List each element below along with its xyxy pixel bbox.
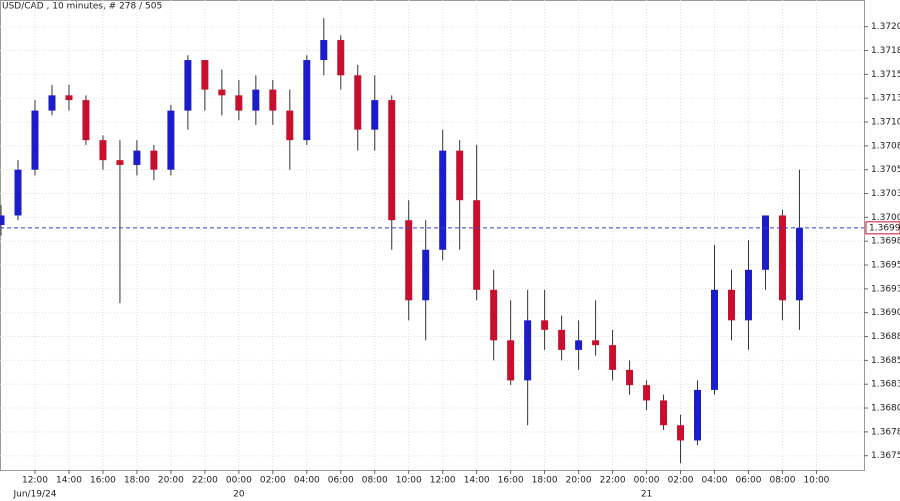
y-tick-label: 1.3683 [871, 380, 900, 390]
candle-body [744, 269, 752, 321]
candle-body [218, 89, 226, 96]
candle-body [711, 289, 719, 390]
candle-body [201, 60, 209, 90]
candle-body [456, 150, 464, 201]
candle-body [235, 95, 243, 111]
plot-frame [0, 0, 865, 471]
x-tick-label: 14:00 [464, 476, 490, 486]
x-tick-label: 12:00 [22, 476, 48, 486]
candle-body [490, 289, 498, 341]
y-tick-label: 1.3680 [871, 404, 900, 414]
y-tick-label: 1.3698 [871, 237, 900, 247]
x-tick-label: 06:00 [736, 476, 762, 486]
y-tick-label: 1.3700 [871, 213, 900, 223]
x-tick-label: 18:00 [532, 476, 558, 486]
candle-body [99, 140, 107, 161]
candle-body [524, 320, 532, 381]
y-tick-label: 1.3713 [871, 94, 900, 104]
date-label: Jun/19/24 [12, 490, 56, 500]
candle-body [660, 400, 668, 426]
x-tick-label: 20:00 [566, 476, 592, 486]
candle-body [473, 200, 481, 290]
y-tick-label: 1.3710 [871, 118, 900, 128]
x-tick-label: 08:00 [362, 476, 388, 486]
y-tick-label: 1.3720 [871, 22, 900, 32]
y-tick-label: 1.3703 [871, 189, 900, 199]
y-tick-label: 1.3678 [871, 427, 900, 437]
date-label: 20 [233, 490, 245, 500]
candle-body [778, 215, 786, 301]
y-tick-label: 1.3690 [871, 308, 900, 318]
candle-body [371, 100, 379, 130]
candle-body [133, 150, 141, 165]
x-tick-label: 00:00 [226, 476, 252, 486]
candle-body [643, 385, 651, 401]
x-tick-label: 02:00 [668, 476, 694, 486]
x-tick-label: 06:00 [328, 476, 354, 486]
x-tick-label: 10:00 [396, 476, 422, 486]
x-tick-label: 22:00 [600, 476, 626, 486]
x-tick-label: 04:00 [702, 476, 728, 486]
candle-body [727, 289, 735, 321]
candle-body [82, 100, 90, 141]
candle-body [795, 227, 803, 301]
x-tick-label: 14:00 [56, 476, 82, 486]
candle-body [0, 215, 5, 225]
y-tick-label: 1.3708 [871, 141, 900, 151]
candle-body [65, 95, 73, 101]
candle-body [694, 389, 702, 441]
x-tick-label: 10:00 [803, 476, 829, 486]
candle-body [439, 150, 447, 250]
candle-body [609, 345, 617, 370]
candle-body [592, 340, 600, 346]
candle-body [575, 340, 583, 350]
candle-body [558, 329, 566, 350]
x-tick-label: 18:00 [124, 476, 150, 486]
y-tick-label: 1.3715 [871, 70, 900, 80]
candle-body [405, 220, 413, 301]
x-tick-label: 04:00 [294, 476, 320, 486]
y-tick-label: 1.3675 [871, 451, 900, 461]
candle-body [303, 60, 311, 141]
candle-body [14, 169, 22, 216]
x-tick-label: 02:00 [260, 476, 286, 486]
candle-body [388, 100, 396, 221]
x-tick-label: 16:00 [90, 476, 116, 486]
candle-body [626, 369, 634, 386]
candle-body [286, 110, 294, 141]
candle-body [167, 110, 175, 170]
x-tick-label: 20:00 [158, 476, 184, 486]
candle-body [252, 89, 260, 111]
x-tick-label: 12:00 [430, 476, 456, 486]
candle-body [541, 320, 549, 330]
date-label: 21 [641, 490, 652, 500]
candle-body [48, 95, 56, 111]
candle-body [320, 40, 328, 61]
candle-body [116, 160, 124, 165]
y-tick-label: 1.3718 [871, 46, 900, 56]
candle-body [184, 60, 192, 111]
y-tick-label: 1.3688 [871, 332, 900, 342]
chart-title: USD/CAD , 10 minutes, # 278 / 505 [2, 2, 162, 12]
y-tick-label: 1.3705 [871, 165, 900, 175]
last-price-box [865, 221, 900, 235]
candle-body [677, 425, 685, 441]
x-tick-label: 00:00 [634, 476, 660, 486]
y-tick-label: 1.3693 [871, 284, 900, 294]
x-tick-label: 22:00 [192, 476, 218, 486]
y-tick-label: 1.3685 [871, 356, 900, 366]
x-tick-label: 16:00 [498, 476, 524, 486]
candle-body [31, 110, 39, 170]
candle-body [337, 40, 345, 76]
candle-body [507, 340, 515, 381]
candle-body [422, 249, 430, 301]
last-price-label: 1.3699 [869, 223, 900, 233]
candle-body [269, 89, 277, 111]
y-tick-label: 1.3695 [871, 261, 900, 271]
candle-body [150, 150, 158, 170]
x-tick-label: 08:00 [769, 476, 795, 486]
candle-body [761, 215, 769, 270]
candle-body [354, 75, 362, 130]
